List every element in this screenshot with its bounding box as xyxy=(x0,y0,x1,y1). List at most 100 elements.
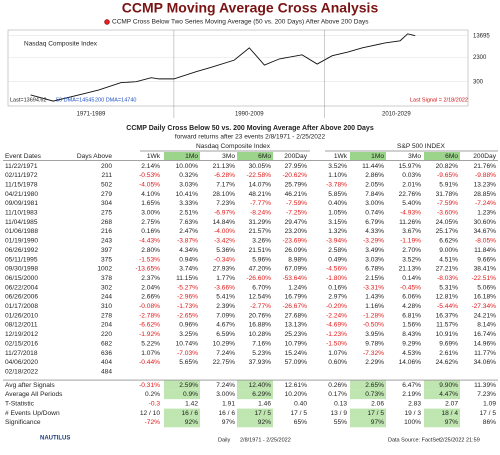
cell: 1.56% xyxy=(402,322,421,329)
highlight xyxy=(424,408,460,418)
cell: 11.39% xyxy=(474,382,496,389)
cell: -9.65% xyxy=(437,172,458,179)
cell: 204 xyxy=(101,322,112,329)
cell: 6.70% xyxy=(252,284,271,291)
cell: 11.15% xyxy=(176,275,198,282)
cell: 6.62% xyxy=(439,238,458,245)
line xyxy=(30,33,416,102)
cell: 5.22% xyxy=(141,340,160,347)
cell: 1002 xyxy=(97,266,112,273)
cell: 09/30/1998 xyxy=(5,266,38,273)
cell: 24.21% xyxy=(474,312,497,319)
cell: 211 xyxy=(101,172,112,179)
cell: 17 / 5 xyxy=(368,410,385,417)
cell: 4.34% xyxy=(179,247,198,254)
cell: 12/19/2012 xyxy=(5,331,38,338)
highlight xyxy=(237,417,273,428)
cell: 3.00% xyxy=(365,200,384,207)
cell: 378 xyxy=(101,275,112,282)
cell: -3.78% xyxy=(326,181,347,188)
cell: 5.06% xyxy=(477,284,496,291)
cell: 6.29% xyxy=(252,391,271,398)
cell: -1.50% xyxy=(326,340,347,347)
cell: 37.93% xyxy=(249,359,272,366)
y-tick-label: 2300 xyxy=(473,55,487,61)
cell: 10.91% xyxy=(436,331,459,338)
cell: 29.47% xyxy=(285,219,308,226)
cell: 16.88% xyxy=(249,322,272,329)
cell: -2.77% xyxy=(250,303,271,310)
cell: 5.85% xyxy=(328,191,347,198)
column-header: 200Day xyxy=(284,153,307,160)
cell: 26.09% xyxy=(285,247,308,254)
cell: 0.17% xyxy=(328,391,347,398)
cell: 0.94% xyxy=(179,256,198,263)
cell: 9.00% xyxy=(439,247,458,254)
cell: 397 xyxy=(101,247,112,254)
cell: -3.87% xyxy=(177,238,198,245)
cell: 4.67% xyxy=(216,322,235,329)
era-label: 2010-2029 xyxy=(382,112,411,118)
cell: 30.60% xyxy=(474,219,497,226)
cell: 502 xyxy=(101,181,112,188)
cell: 27.68% xyxy=(285,312,308,319)
cell: 28.85% xyxy=(474,191,497,198)
cell: 16.79% xyxy=(285,294,308,301)
cell: 5.91% xyxy=(439,181,458,188)
cell: 2.07 xyxy=(445,401,458,408)
cell: -23.69% xyxy=(282,238,307,245)
cell: -1.73% xyxy=(177,303,198,310)
cell: 0.16% xyxy=(141,228,160,235)
cell: 19 / 3 xyxy=(405,410,422,417)
cell: 1.23% xyxy=(477,210,496,217)
cell: 16 / 6 xyxy=(219,410,236,417)
cell: 11.57% xyxy=(436,322,458,329)
cell: -4.00% xyxy=(214,228,235,235)
table-title: CCMP Daily Cross Below 50 vs. 200 Moving… xyxy=(126,125,374,132)
cell: 3.67% xyxy=(402,228,421,235)
cell: 7.16% xyxy=(252,340,271,347)
cell: -5.44% xyxy=(437,303,458,310)
cell: 20.82% xyxy=(436,163,459,170)
cell: -7.77% xyxy=(250,200,271,207)
cell: 2.59% xyxy=(179,382,198,389)
cell: 0.40 xyxy=(294,401,307,408)
cell: -0.34% xyxy=(214,256,235,263)
highlight xyxy=(164,399,200,409)
cell: 24.05% xyxy=(436,219,459,226)
cell: 216 xyxy=(101,228,112,235)
cell: 3.25% xyxy=(179,331,198,338)
group-header: Nasdaq Composite Index xyxy=(196,143,271,150)
cell: 9.69% xyxy=(439,340,458,347)
cell: 34.06% xyxy=(474,359,497,366)
cell: 06/26/1992 xyxy=(5,247,38,254)
cell: Significance xyxy=(5,419,41,426)
cell: 3.52% xyxy=(328,163,347,170)
cell: 1.42 xyxy=(185,401,198,408)
cell: 2.65% xyxy=(365,382,384,389)
cell: 5.31% xyxy=(439,284,458,291)
cell: 1.07% xyxy=(141,350,160,357)
cell: 55% xyxy=(334,419,347,426)
cell: 9.29% xyxy=(402,340,421,347)
cell: 11/15/1978 xyxy=(5,181,38,188)
highlight xyxy=(350,389,386,400)
subtitle: Nasdaq Composite Index xyxy=(24,41,98,48)
cell: 3.03% xyxy=(179,181,198,188)
cell: 1.24% xyxy=(288,284,307,291)
cell: 5.36% xyxy=(216,247,235,254)
cell: 1.32% xyxy=(328,228,347,235)
footer-range: 2/8/1971 - 2/25/2022 xyxy=(240,437,291,443)
cell: 1.43% xyxy=(365,294,384,301)
cell: 67.09% xyxy=(285,266,308,273)
cell: 6.59% xyxy=(216,331,235,338)
cell: 22.76% xyxy=(399,191,422,198)
cell: -2.65% xyxy=(177,312,198,319)
highlight xyxy=(237,380,273,390)
cell: 0.9% xyxy=(183,391,198,398)
cell: 3.00% xyxy=(216,391,235,398)
cell: 2.01% xyxy=(402,181,421,188)
cell: -4.93% xyxy=(400,210,421,217)
cell: -0.50% xyxy=(363,322,384,329)
